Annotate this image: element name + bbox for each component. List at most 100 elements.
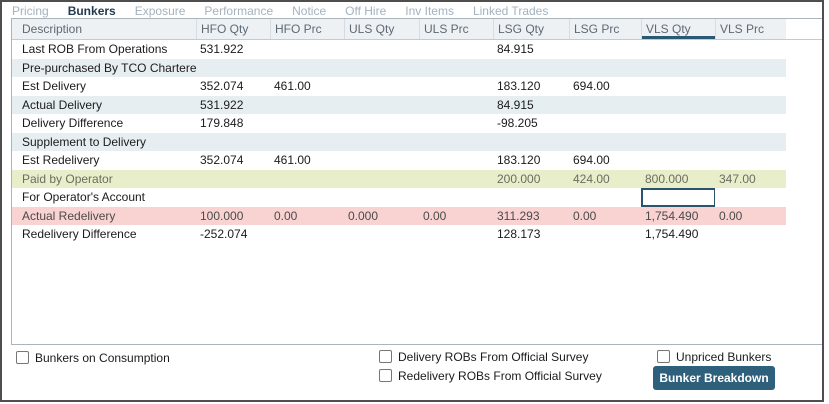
cell-lsg-prc[interactable]: 424.00 [569,169,641,188]
cell-uls-qty[interactable] [344,188,419,207]
tab-notice[interactable]: Notice [292,4,327,18]
checkbox-bunkers-on-consumption[interactable]: Bunkers on Consumption [16,350,170,365]
cell-hfo-qty[interactable]: 531.922 [200,42,244,56]
column-header-description[interactable]: Description [12,19,196,39]
cell-vls-qty[interactable] [641,40,715,59]
cell-hfo-qty[interactable]: 179.848 [200,116,244,130]
column-header-hfo-qty[interactable]: HFO Qty [196,19,270,39]
cell-vls-qty[interactable] [641,95,715,114]
cell-uls-qty[interactable] [344,151,419,170]
tab-linked-trades[interactable]: Linked Trades [472,4,549,18]
cell-lsg-qty[interactable]: 183.120 [497,153,541,167]
tab-exposure[interactable]: Exposure [134,4,186,18]
column-header-lsg-qty[interactable]: LSG Qty [493,19,569,39]
cell-hfo-qty[interactable]: 352.074 [200,79,244,93]
cell-hfo-prc[interactable] [270,169,344,188]
column-header-uls-qty[interactable]: ULS Qty [344,19,419,39]
cell-lsg-qty[interactable]: -98.205 [497,116,538,130]
cell-uls-prc[interactable] [419,114,493,133]
cell-lsg-prc[interactable] [569,132,641,151]
checkbox-icon[interactable] [657,350,670,363]
checkbox-icon[interactable] [379,369,392,382]
cell-hfo-prc[interactable] [270,225,344,244]
cell-uls-prc[interactable] [419,188,493,207]
cell-uls-prc[interactable] [419,151,493,170]
column-header-vls-qty[interactable]: VLS Qty [641,19,715,39]
cell-lsg-prc[interactable] [569,40,641,59]
cell-uls-prc[interactable] [419,225,493,244]
cell-hfo-prc[interactable] [270,58,344,77]
cell-lsg-prc[interactable] [569,58,641,77]
cell-vls-qty[interactable] [641,132,715,151]
cell-lsg-qty[interactable]: 183.120 [497,79,541,93]
cell-hfo-prc[interactable] [270,188,344,207]
cell-vls-qty[interactable] [641,77,715,96]
cell-vls-qty[interactable] [641,151,715,170]
cell-hfo-prc[interactable] [270,95,344,114]
cell-lsg-prc[interactable] [569,114,641,133]
cell-hfo-prc[interactable]: 0.00 [270,206,344,225]
cell-vls-prc[interactable] [715,188,786,207]
cell-hfo-prc[interactable] [270,40,344,59]
cell-vls-qty[interactable] [641,58,715,77]
cell-vls-prc[interactable] [715,40,786,59]
cell-uls-prc[interactable] [419,95,493,114]
column-header-hfo-prc[interactable]: HFO Prc [270,19,344,39]
cell-hfo-qty[interactable]: 531.922 [196,95,270,114]
cell-uls-qty[interactable] [344,77,419,96]
cell-vls-qty[interactable]: 1,754.490 [641,206,715,225]
cell-uls-qty[interactable] [344,225,419,244]
cell-lsg-qty[interactable] [493,132,569,151]
cell-vls-prc[interactable] [715,77,786,96]
cell-vls-qty[interactable]: 800.000 [641,169,715,188]
cell-uls-prc[interactable] [419,40,493,59]
tab-off-hire[interactable]: Off Hire [345,4,387,18]
cell-hfo-qty[interactable]: 100.000 [196,206,270,225]
cell-uls-prc[interactable] [419,58,493,77]
cell-lsg-qty[interactable]: 128.173 [497,227,541,241]
cell-lsg-qty[interactable] [493,58,569,77]
cell-vls-qty[interactable]: 1,754.490 [645,227,699,241]
cell-vls-prc[interactable] [715,58,786,77]
cell-uls-qty[interactable] [344,40,419,59]
column-header-uls-prc[interactable]: ULS Prc [419,19,493,39]
cell-lsg-qty[interactable] [493,188,569,207]
cell-hfo-qty[interactable]: 352.074 [200,153,244,167]
cell-lsg-prc[interactable]: 0.00 [569,206,641,225]
cell-lsg-qty[interactable]: 84.915 [497,42,534,56]
cell-lsg-prc[interactable]: 694.00 [573,153,610,167]
cell-vls-prc[interactable] [715,132,786,151]
cell-lsg-prc[interactable] [569,188,641,207]
cell-uls-prc[interactable]: 0.00 [419,206,493,225]
cell-uls-qty[interactable]: 0.000 [344,206,419,225]
tab-pricing[interactable]: Pricing [12,4,49,18]
focused-cell-editor[interactable] [641,188,715,207]
cell-hfo-prc[interactable]: 461.00 [274,153,311,167]
bunker-breakdown-button[interactable]: Bunker Breakdown [653,366,775,390]
cell-hfo-prc[interactable]: 461.00 [274,79,311,93]
cell-lsg-prc[interactable] [569,225,641,244]
cell-vls-prc[interactable] [715,151,786,170]
cell-uls-qty[interactable] [344,95,419,114]
cell-hfo-prc[interactable] [270,114,344,133]
cell-uls-qty[interactable] [344,58,419,77]
cell-vls-qty[interactable] [641,114,715,133]
cell-uls-prc[interactable] [419,132,493,151]
cell-vls-prc[interactable] [715,95,786,114]
cell-hfo-prc[interactable] [270,132,344,151]
cell-hfo-qty[interactable] [196,169,270,188]
cell-lsg-qty[interactable]: 311.293 [493,206,569,225]
cell-hfo-qty[interactable] [196,132,270,151]
cell-hfo-qty[interactable] [196,188,270,207]
cell-vls-prc[interactable]: 347.00 [715,169,786,188]
cell-vls-prc[interactable] [715,114,786,133]
cell-lsg-prc[interactable] [569,95,641,114]
cell-lsg-qty[interactable]: 84.915 [493,95,569,114]
cell-uls-qty[interactable] [344,132,419,151]
cell-uls-prc[interactable] [419,77,493,96]
cell-lsg-qty[interactable]: 200.000 [493,169,569,188]
tab-performance[interactable]: Performance [204,4,274,18]
cell-vls-prc[interactable]: 0.00 [715,206,786,225]
cell-uls-prc[interactable] [419,169,493,188]
checkbox-delivery-robs-official-survey[interactable]: Delivery ROBs From Official Survey [379,349,588,364]
